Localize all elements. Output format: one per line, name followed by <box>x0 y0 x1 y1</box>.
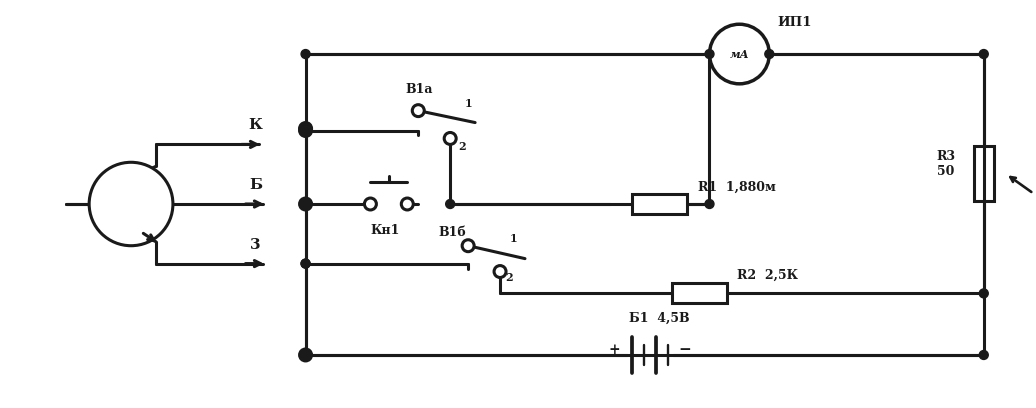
Text: 2: 2 <box>458 141 466 152</box>
Text: R2  2,5К: R2 2,5К <box>738 268 799 282</box>
Bar <box>672 284 727 303</box>
Text: К: К <box>249 118 263 133</box>
Text: В1а: В1а <box>405 83 433 96</box>
Text: 1: 1 <box>465 98 472 109</box>
Circle shape <box>299 349 312 361</box>
Text: Б: Б <box>249 178 262 192</box>
Circle shape <box>704 200 714 208</box>
Circle shape <box>710 24 770 84</box>
Circle shape <box>445 200 455 208</box>
Circle shape <box>301 200 310 208</box>
Circle shape <box>979 350 988 359</box>
Text: Б1  4,5В: Б1 4,5В <box>629 312 690 325</box>
Circle shape <box>299 124 312 136</box>
Circle shape <box>462 240 474 252</box>
Text: −: − <box>679 343 691 357</box>
Circle shape <box>301 49 310 58</box>
Circle shape <box>301 350 310 359</box>
Text: В1б: В1б <box>438 226 466 239</box>
Circle shape <box>301 126 310 135</box>
Text: 2: 2 <box>505 273 513 284</box>
Circle shape <box>301 200 310 208</box>
Text: ИП1: ИП1 <box>777 16 811 29</box>
Circle shape <box>704 49 714 58</box>
Circle shape <box>979 49 988 58</box>
Circle shape <box>89 162 173 246</box>
Text: R3
50: R3 50 <box>937 150 955 178</box>
Text: 3: 3 <box>251 238 261 252</box>
Circle shape <box>301 259 310 268</box>
Circle shape <box>299 122 312 135</box>
Text: 1: 1 <box>510 233 518 244</box>
Circle shape <box>299 198 312 210</box>
Circle shape <box>301 259 310 268</box>
Text: +: + <box>609 343 621 357</box>
Circle shape <box>765 49 774 58</box>
Circle shape <box>365 198 376 210</box>
Bar <box>974 146 994 201</box>
Text: мА: мА <box>729 49 749 60</box>
Bar <box>632 194 687 214</box>
Circle shape <box>301 350 310 359</box>
Circle shape <box>412 105 425 117</box>
Circle shape <box>979 289 988 298</box>
Text: R1  1,880м: R1 1,880м <box>697 181 775 194</box>
Text: Кн1: Кн1 <box>371 224 400 237</box>
Circle shape <box>444 133 456 144</box>
Circle shape <box>494 266 506 277</box>
Circle shape <box>401 198 413 210</box>
